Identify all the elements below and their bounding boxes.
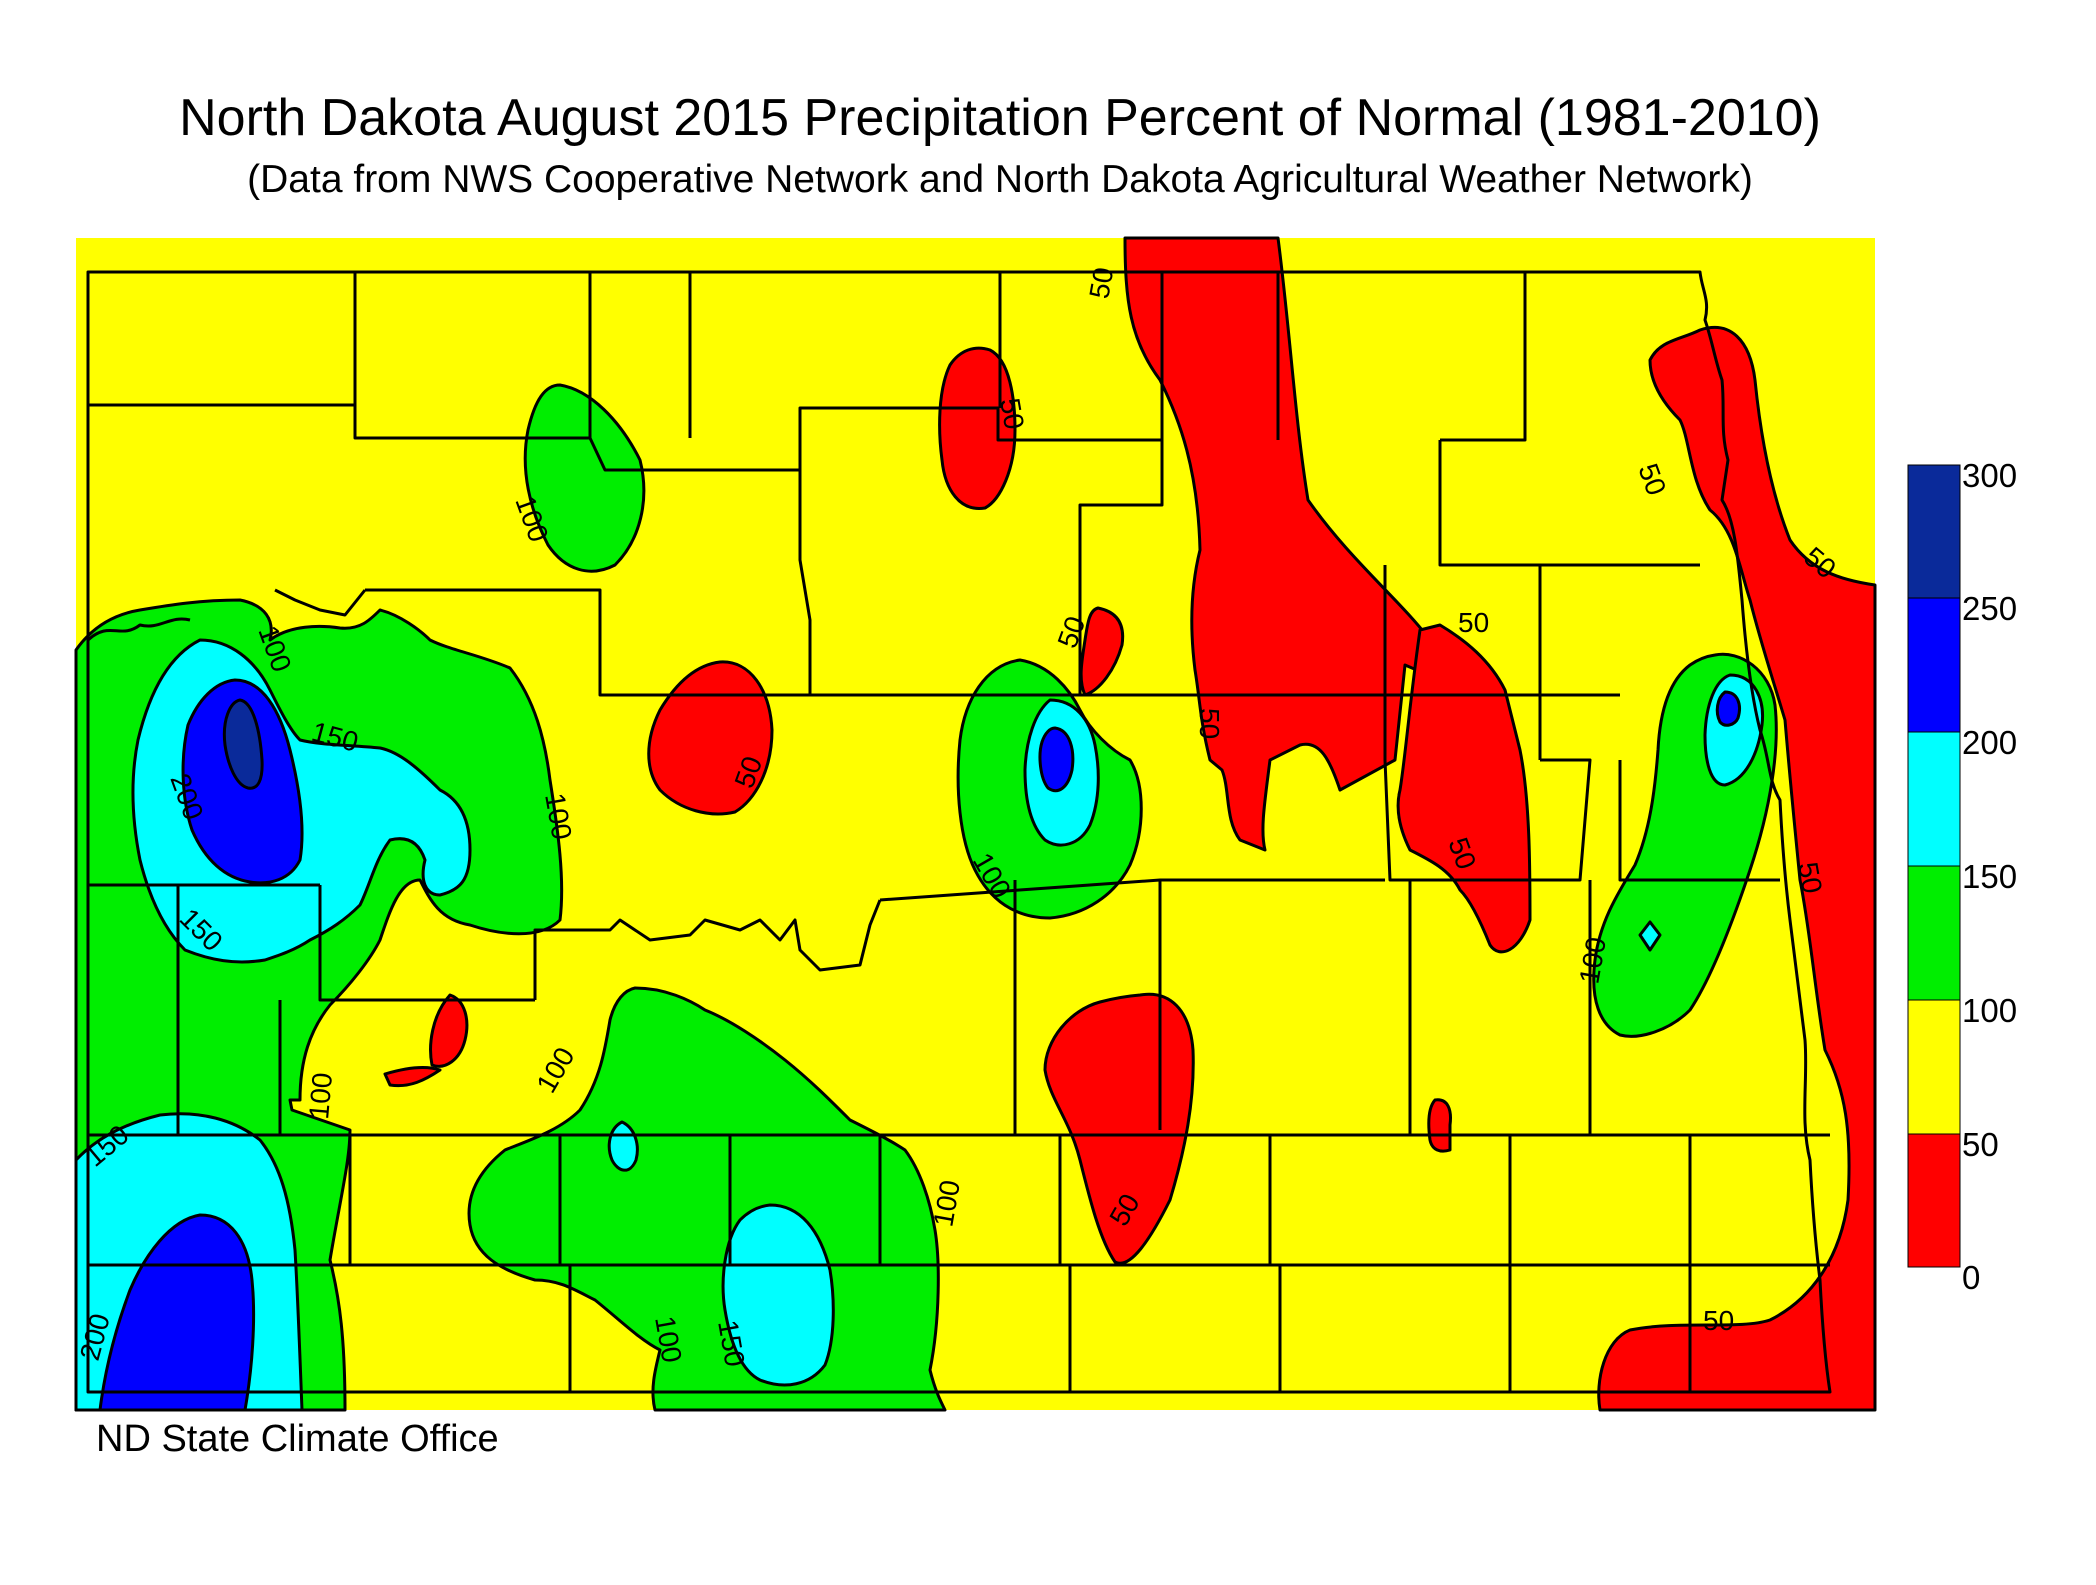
contour-label-50: 50 <box>994 396 1030 432</box>
legend-colorbar <box>1907 464 1961 1268</box>
red-zone-west-small-a <box>429 993 469 1068</box>
contour-label-50: 50 <box>1458 607 1489 638</box>
red-zone-northeast-central <box>1123 236 1442 852</box>
cyan-zone-east-small <box>1638 920 1662 952</box>
legend-label-100: 100 <box>1962 992 2017 1029</box>
blue-zone-central <box>1038 726 1075 793</box>
green-zone-north <box>523 383 646 573</box>
red-zone-west-small-b <box>383 1065 442 1088</box>
county-boundaries <box>86 270 1832 1394</box>
map-subtitle: (Data from NWS Cooperative Network and N… <box>247 158 1753 201</box>
map-title: North Dakota August 2015 Precipitation P… <box>179 89 1821 147</box>
credit-text: ND State Climate Office <box>96 1418 499 1460</box>
contour-label-100: 100 <box>303 1071 338 1120</box>
blue-zone-east <box>1715 690 1741 727</box>
legend-label-0: 0 <box>1962 1259 1980 1296</box>
contour-label-50: 50 <box>1194 708 1225 739</box>
legend-swatch-200-250 <box>1907 597 1961 733</box>
contour-label-50: 50 <box>1083 265 1119 301</box>
legend-label-200: 200 <box>1962 724 2017 761</box>
legend-label-300: 300 <box>1962 457 2017 494</box>
legend-swatch-250-300 <box>1907 464 1961 599</box>
red-zone-central <box>647 660 774 816</box>
red-zone-east-central <box>1396 623 1532 954</box>
legend-label-150: 150 <box>1962 858 2017 895</box>
red-zone-south-central <box>1043 992 1195 1265</box>
contour-label-50: 50 <box>1703 1305 1734 1336</box>
legend-swatch-0-50 <box>1907 1133 1961 1268</box>
legend-labels: 300 250 200 150 100 50 0 <box>1962 457 2017 1296</box>
legend-swatch-100-150 <box>1907 865 1961 1001</box>
darkblue-zone-northwest <box>222 698 264 790</box>
legend-swatch-150-200 <box>1907 731 1961 867</box>
legend-label-250: 250 <box>1962 590 2017 627</box>
red-zone-north-central <box>938 346 1017 510</box>
red-zone-east-border <box>1597 325 1877 1412</box>
red-zone-southeast-small <box>1427 1098 1452 1153</box>
contour-label-50: 50 <box>1792 860 1828 896</box>
legend-swatch-50-100 <box>1907 999 1961 1135</box>
legend-label-50: 50 <box>1962 1126 1999 1163</box>
